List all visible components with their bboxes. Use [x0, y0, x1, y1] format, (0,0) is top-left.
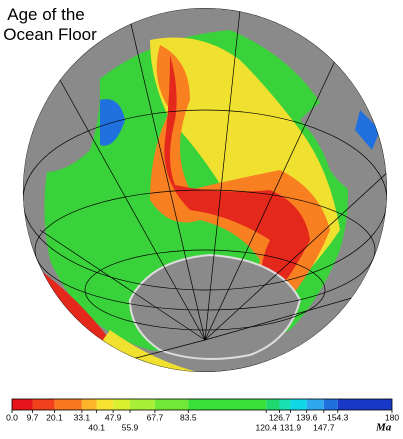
color-segment — [323, 399, 338, 410]
colorbar-frame — [11, 398, 393, 411]
tick-label: 9.7 — [27, 412, 39, 422]
tick-label: 55.9 — [122, 422, 139, 432]
color-segment — [279, 399, 291, 410]
tick-label: 147.7 — [313, 422, 335, 432]
color-segment — [96, 399, 114, 410]
tick-label: 47.9 — [105, 412, 122, 422]
tick-label: 40.1 — [88, 422, 105, 432]
tick-label: 131.9 — [280, 422, 302, 432]
color-segment — [12, 399, 33, 410]
tick-label: 20.1 — [46, 412, 63, 422]
colorbar: 0.0 9.7 20.1 33.140.147.955.967.7 83.5120.41… — [6, 398, 399, 432]
tick-label: 139.6 — [296, 412, 318, 422]
color-segment — [54, 399, 82, 410]
color-segment — [290, 399, 307, 410]
tick-label: 83.5 — [180, 412, 197, 422]
globe — [23, 8, 387, 372]
title-line: Age of the Ocean Floor — [3, 5, 97, 44]
tick-label: 120.4 — [256, 422, 278, 432]
color-segment — [32, 399, 55, 410]
color-segment — [130, 399, 155, 410]
color-segment — [306, 399, 324, 410]
tick-label: 126.7 — [269, 412, 291, 422]
color-segment — [113, 399, 131, 410]
tick-label: 154.3 — [327, 412, 349, 422]
tick-label: 180 — [385, 412, 399, 422]
tick-label: 33.1 — [74, 412, 91, 422]
color-segment — [266, 399, 280, 410]
tick-label: 67.7 — [147, 412, 164, 422]
color-segment — [337, 399, 392, 410]
color-segment — [81, 399, 97, 410]
color-segment — [188, 399, 267, 410]
tick-label: 0.0 — [6, 412, 18, 422]
color-segment — [154, 399, 189, 410]
unit-label: Ma — [375, 422, 392, 434]
